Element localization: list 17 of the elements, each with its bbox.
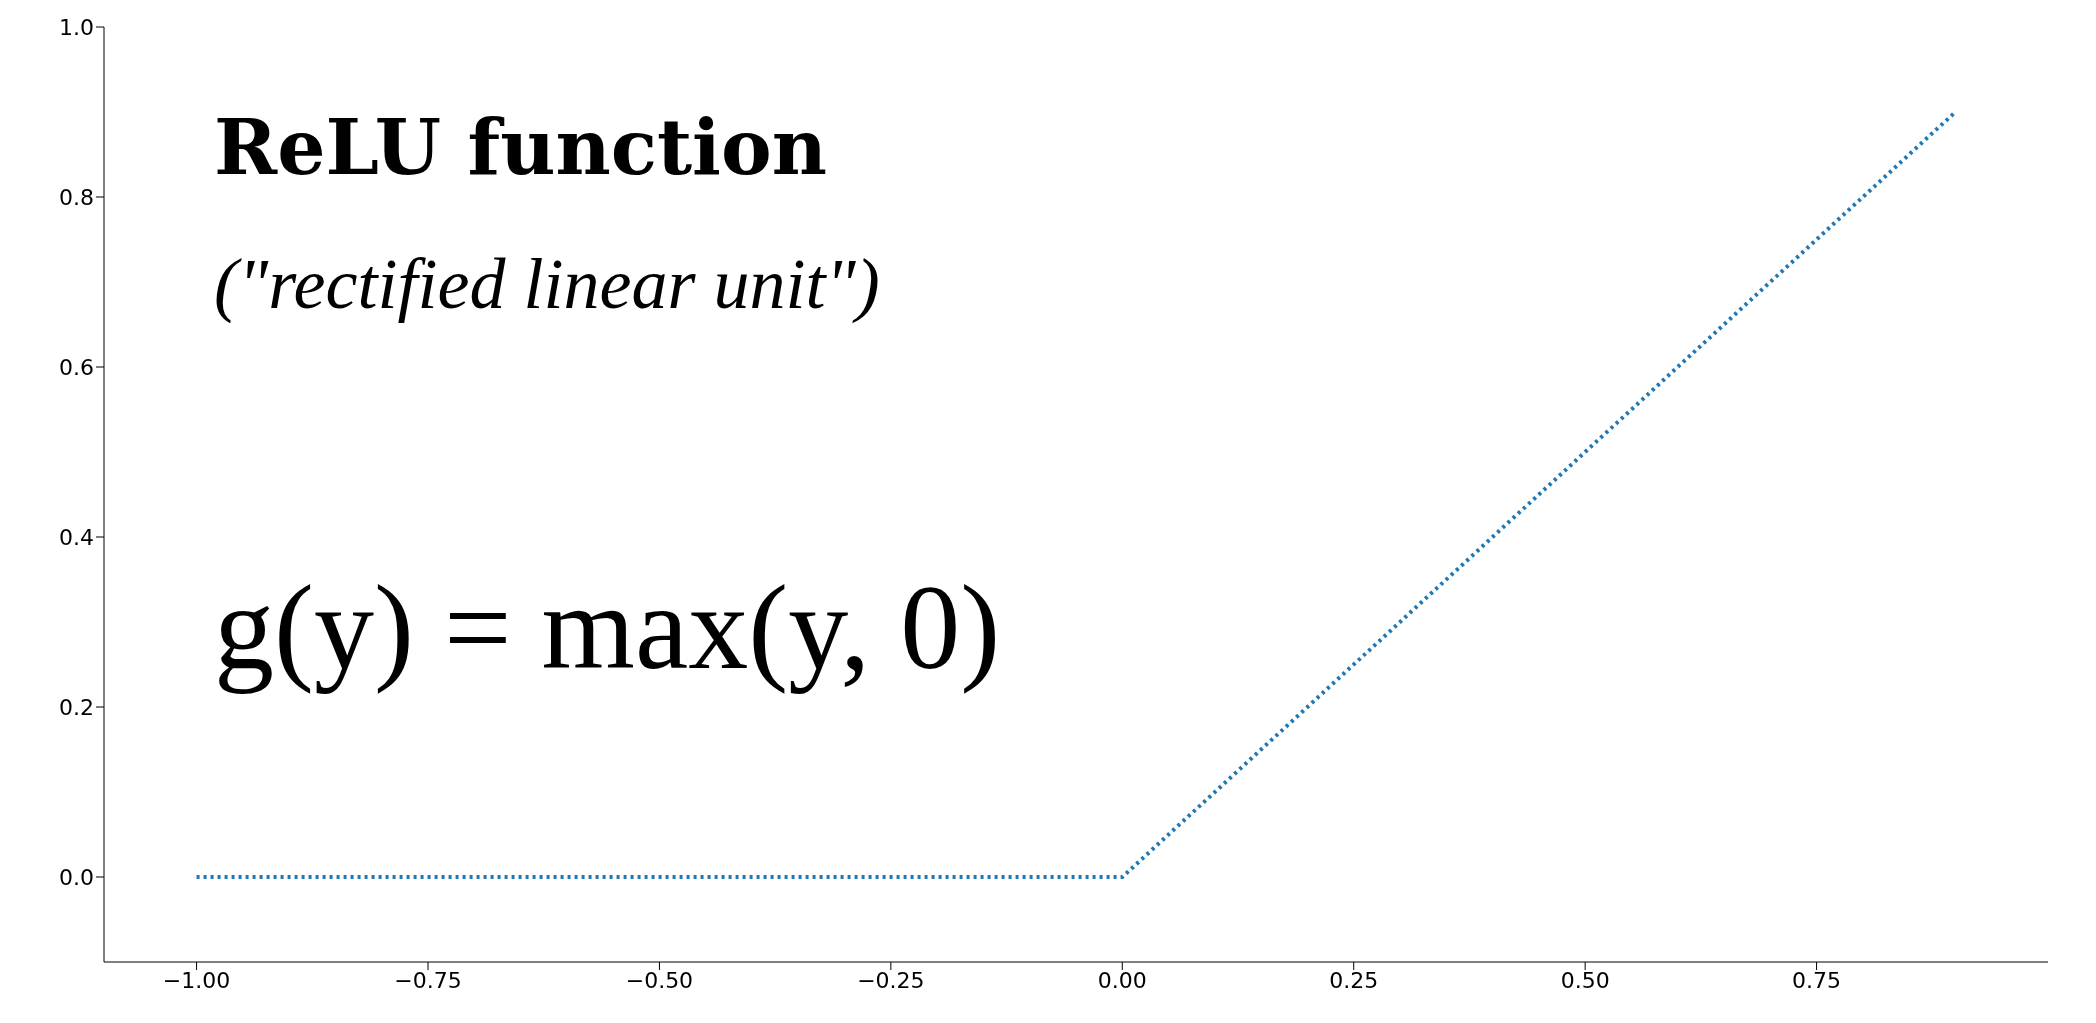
x-tick-label: 0.75 (1792, 967, 1842, 993)
x-tick-label: −0.25 (857, 967, 925, 993)
x-tick-label: 0.50 (1560, 967, 1610, 993)
annotation: g(y) = max(y, 0) (214, 561, 1001, 694)
y-tick-label: 0.2 (59, 694, 94, 720)
x-tick-label: −0.50 (625, 967, 694, 993)
x-tick-label: −1.00 (162, 967, 231, 993)
y-tick-label: 0.8 (59, 184, 94, 210)
y-tick-label: 0.4 (59, 524, 94, 550)
x-tick-label: 0.25 (1329, 967, 1379, 993)
text: ("rectified linear unit") (214, 243, 880, 326)
y-tick-label: 1.0 (59, 14, 94, 40)
x-tick-label: −0.75 (394, 967, 462, 993)
text: ReLU function (214, 103, 827, 192)
x-tick-label: 0.00 (1097, 967, 1147, 993)
y-tick-label: 0.6 (59, 354, 94, 380)
y-tick-label: 0.0 (59, 864, 94, 890)
